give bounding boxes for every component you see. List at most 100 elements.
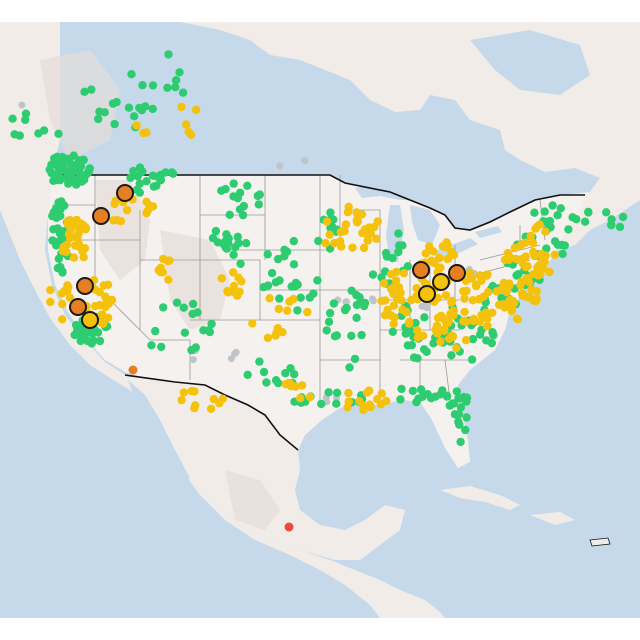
good-marker-316[interactable]	[564, 225, 573, 234]
good-marker-147[interactable]	[229, 179, 238, 188]
good-marker-184[interactable]	[267, 268, 277, 278]
moderate-marker-299[interactable]	[187, 386, 196, 396]
moderate-marker-125[interactable]	[379, 279, 389, 288]
moderate-marker-29[interactable]	[65, 230, 75, 239]
moderate-marker-277[interactable]	[278, 328, 287, 337]
moderate-marker-332[interactable]	[433, 329, 442, 338]
no-data-marker-19[interactable]	[418, 302, 426, 310]
moderate-marker-155[interactable]	[412, 284, 421, 293]
moderate-marker-21[interactable]	[74, 239, 84, 249]
moderate-marker-87[interactable]	[348, 243, 357, 252]
good-marker-142[interactable]	[243, 181, 252, 190]
moderate-marker-351[interactable]	[184, 127, 193, 137]
good-marker-417[interactable]	[259, 367, 269, 377]
highlight-marker-h2[interactable]	[92, 207, 110, 225]
moderate-marker-180[interactable]	[482, 271, 492, 280]
moderate-marker-307[interactable]	[436, 263, 445, 272]
moderate-marker-275[interactable]	[274, 304, 283, 314]
moderate-marker-58[interactable]	[122, 205, 132, 215]
good-marker-292[interactable]	[397, 384, 406, 394]
moderate-marker-113[interactable]	[441, 291, 451, 300]
good-marker-58[interactable]	[61, 155, 70, 164]
good-marker-353[interactable]	[468, 334, 478, 344]
moderate-marker-289[interactable]	[364, 386, 374, 395]
good-marker-88[interactable]	[56, 262, 65, 272]
moderate-marker-342[interactable]	[164, 275, 173, 284]
good-marker-363[interactable]	[95, 107, 104, 116]
good-marker-208[interactable]	[342, 303, 351, 313]
map-canvas[interactable]	[0, 22, 640, 618]
good-marker-389[interactable]	[615, 222, 625, 232]
good-marker-255[interactable]	[456, 403, 466, 412]
good-marker-143[interactable]	[235, 188, 245, 197]
good-marker-218[interactable]	[350, 354, 360, 364]
moderate-marker-361[interactable]	[58, 315, 67, 324]
no-data-marker-4[interactable]	[189, 356, 197, 364]
good-marker-385[interactable]	[171, 76, 181, 85]
moderate-marker-301[interactable]	[209, 394, 219, 404]
good-marker-346[interactable]	[475, 330, 485, 339]
moderate-marker-272[interactable]	[263, 333, 273, 343]
moderate-marker-319[interactable]	[452, 344, 461, 353]
moderate-marker-91[interactable]	[370, 222, 379, 232]
moderate-marker-127[interactable]	[399, 269, 409, 278]
moderate-marker-245[interactable]	[550, 250, 559, 259]
highlight-marker-h1[interactable]	[116, 184, 134, 202]
highlight-marker-h6[interactable]	[412, 261, 430, 279]
good-marker-308[interactable]	[558, 249, 567, 259]
good-marker-277[interactable]	[317, 399, 326, 409]
good-marker-400[interactable]	[172, 298, 182, 307]
moderate-marker-352[interactable]	[182, 120, 191, 129]
good-marker-148[interactable]	[229, 192, 238, 201]
good-marker-399[interactable]	[207, 319, 216, 329]
good-marker-382[interactable]	[175, 68, 184, 77]
good-marker-391[interactable]	[618, 212, 628, 222]
good-marker-149[interactable]	[254, 200, 263, 209]
moderate-marker-278[interactable]	[303, 307, 312, 317]
moderate-marker-219[interactable]	[525, 293, 534, 302]
good-marker-181[interactable]	[289, 260, 299, 269]
good-marker-40[interactable]	[47, 160, 56, 169]
good-marker-298[interactable]	[412, 397, 421, 407]
good-marker-137[interactable]	[135, 163, 145, 172]
good-marker-408[interactable]	[180, 328, 190, 337]
moderate-marker-318[interactable]	[429, 247, 438, 256]
moderate-marker-229[interactable]	[499, 280, 509, 289]
good-marker-187[interactable]	[275, 294, 284, 303]
moderate-marker-288[interactable]	[355, 397, 364, 406]
good-marker-193[interactable]	[314, 236, 323, 246]
good-marker-384[interactable]	[163, 83, 172, 93]
good-marker-48[interactable]	[67, 163, 76, 173]
highlight-marker-h9[interactable]	[448, 264, 466, 282]
highlight-marker-h5[interactable]	[81, 311, 99, 329]
moderate-marker-347[interactable]	[163, 256, 172, 266]
good-marker-447[interactable]	[368, 270, 378, 279]
good-marker-367[interactable]	[124, 103, 134, 112]
good-marker-214[interactable]	[347, 331, 356, 340]
good-marker-45[interactable]	[59, 165, 69, 175]
moderate-marker-328[interactable]	[449, 306, 458, 316]
moderate-marker-106[interactable]	[390, 313, 399, 322]
good-marker-200[interactable]	[329, 215, 338, 224]
good-marker-175[interactable]	[259, 283, 268, 292]
good-marker-217[interactable]	[360, 298, 370, 308]
good-marker-414[interactable]	[262, 378, 271, 387]
good-marker-356[interactable]	[148, 81, 158, 90]
moderate-marker-230[interactable]	[513, 315, 523, 324]
good-marker-168[interactable]	[231, 243, 240, 252]
good-marker-151[interactable]	[235, 205, 245, 214]
moderate-marker-287[interactable]	[376, 400, 386, 409]
moderate-marker-355[interactable]	[192, 105, 201, 115]
good-marker-442[interactable]	[394, 247, 403, 257]
moderate-marker-88[interactable]	[344, 202, 353, 211]
good-marker-364[interactable]	[127, 70, 136, 79]
moderate-marker-261[interactable]	[228, 268, 238, 277]
moderate-marker-292[interactable]	[377, 389, 386, 398]
moderate-marker-78[interactable]	[372, 234, 381, 243]
moderate-marker-246[interactable]	[528, 238, 538, 248]
moderate-marker-69[interactable]	[359, 243, 369, 253]
moderate-marker-178[interactable]	[472, 281, 481, 291]
good-marker-131[interactable]	[167, 168, 177, 177]
moderate-marker-321[interactable]	[436, 337, 445, 346]
good-marker-212[interactable]	[352, 290, 361, 300]
